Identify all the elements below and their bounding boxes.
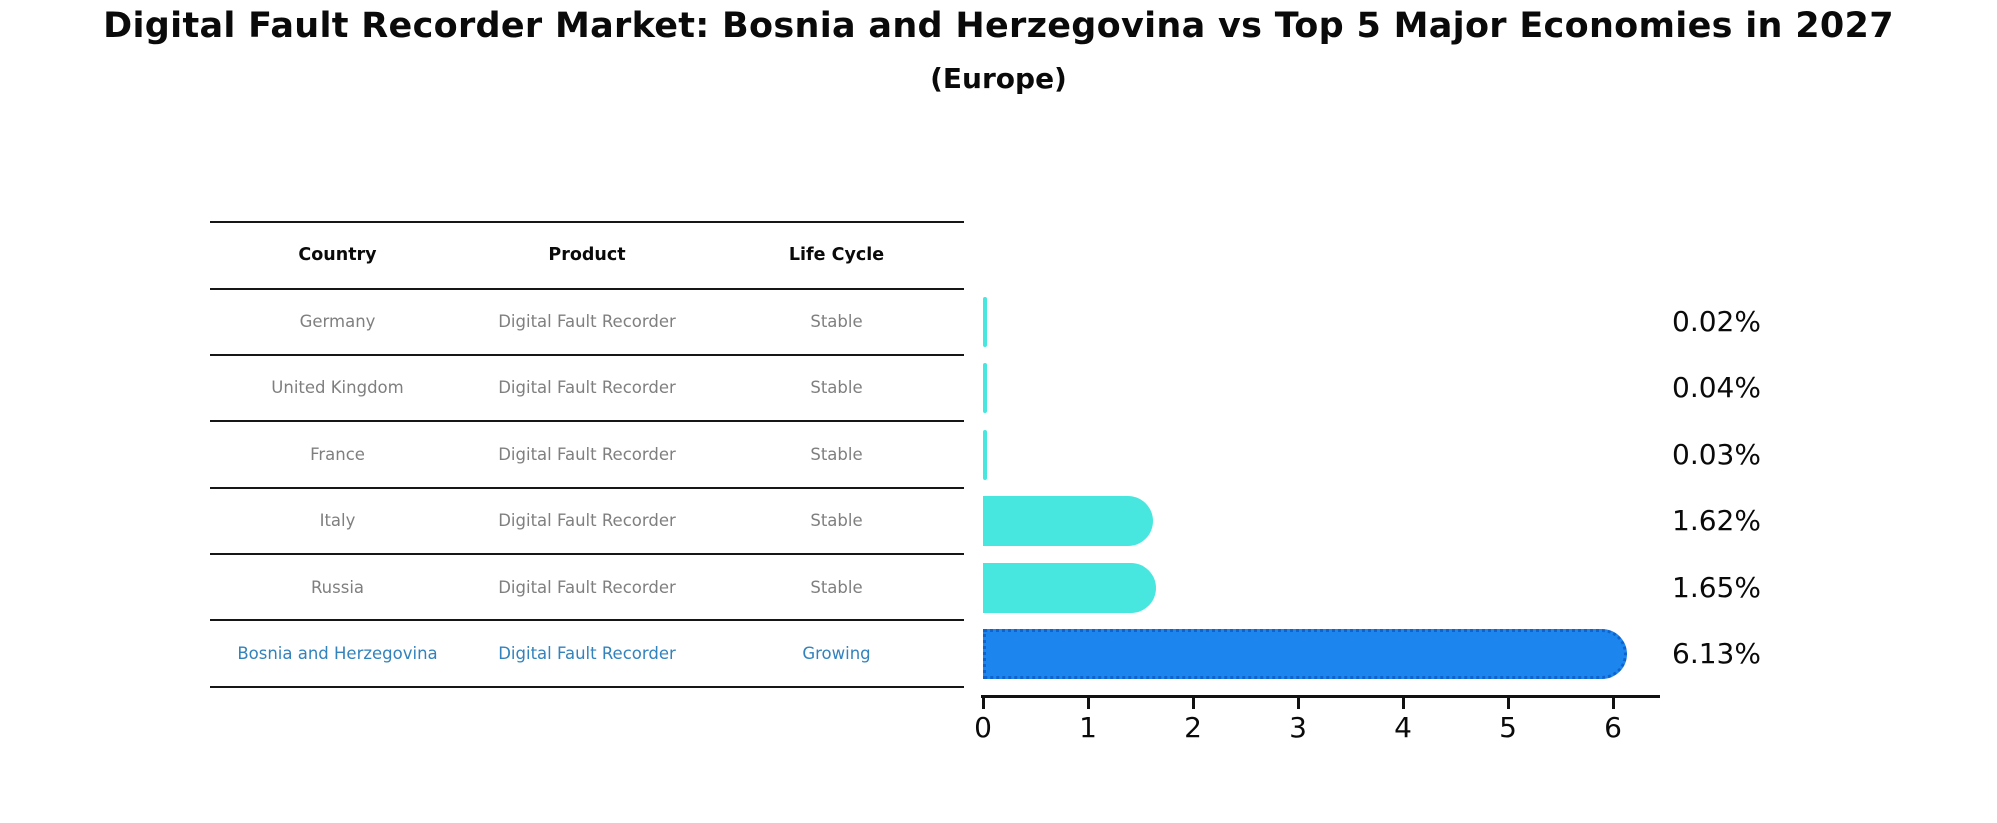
table-cell-country: France	[310, 445, 365, 464]
table-bottom-line	[210, 686, 964, 688]
bar-france	[983, 430, 987, 480]
bar-italy	[983, 496, 1153, 546]
table-cell-product: Digital Fault Recorder	[498, 445, 676, 464]
value-label: 0.04%	[1672, 371, 1761, 404]
x-tick-label: 2	[1184, 711, 1202, 744]
x-tick-mark	[1192, 697, 1195, 709]
x-tick-mark	[1297, 697, 1300, 709]
table-cell-product: Digital Fault Recorder	[498, 578, 676, 597]
chart-title: Digital Fault Recorder Market: Bosnia an…	[103, 6, 1894, 46]
row-line	[210, 354, 964, 356]
row-line	[210, 487, 964, 489]
value-label: 0.02%	[1672, 305, 1761, 338]
value-label: 0.03%	[1672, 438, 1761, 471]
value-label: 1.62%	[1672, 504, 1761, 537]
value-label: 6.13%	[1672, 637, 1761, 670]
x-tick-label: 1	[1079, 711, 1097, 744]
table-cell-country: Italy	[319, 511, 356, 530]
bar-russia	[983, 563, 1156, 613]
table-header-line	[210, 288, 964, 290]
value-label: 1.65%	[1672, 571, 1761, 604]
bar-bosnia-and-herzegovina	[983, 629, 1627, 679]
table-cell-life-cycle: Stable	[810, 312, 863, 331]
x-tick-mark	[1402, 697, 1405, 709]
x-tick-mark	[1507, 697, 1510, 709]
table-cell-country: Germany	[299, 312, 376, 331]
table-header-country: Country	[298, 245, 377, 265]
x-axis-line	[981, 695, 1660, 698]
table-cell-country-highlight: Bosnia and Herzegovina	[237, 644, 438, 663]
table-cell-country: Russia	[310, 578, 365, 597]
row-line	[210, 420, 964, 422]
table-cell-product: Digital Fault Recorder	[498, 511, 676, 530]
x-tick-label: 4	[1394, 711, 1412, 744]
x-tick-label: 0	[974, 711, 992, 744]
table-top-line	[210, 221, 964, 223]
bar-united-kingdom	[983, 363, 987, 413]
table-cell-product: Digital Fault Recorder	[498, 378, 676, 397]
table-cell-life-cycle-highlight: Growing	[802, 644, 871, 663]
table-cell-life-cycle: Stable	[810, 378, 863, 397]
x-tick-mark	[1612, 697, 1615, 709]
row-line	[210, 619, 964, 621]
table-cell-life-cycle: Stable	[810, 445, 863, 464]
x-tick-label: 3	[1289, 711, 1307, 744]
table-cell-life-cycle: Stable	[810, 511, 863, 530]
x-tick-label: 6	[1604, 711, 1622, 744]
table-cell-country: United Kingdom	[271, 378, 404, 397]
table-header-product: Product	[548, 245, 626, 265]
x-tick-label: 5	[1499, 711, 1517, 744]
x-tick-mark	[1087, 697, 1090, 709]
row-line	[210, 553, 964, 555]
table-cell-life-cycle: Stable	[810, 578, 863, 597]
table-header-life-cycle: Life Cycle	[788, 245, 885, 265]
table-cell-product: Digital Fault Recorder	[498, 312, 676, 331]
table-cell-product-highlight: Digital Fault Recorder	[498, 644, 676, 663]
x-tick-mark	[982, 697, 985, 709]
chart-subtitle: (Europe)	[930, 62, 1067, 95]
bar-germany	[983, 297, 987, 347]
